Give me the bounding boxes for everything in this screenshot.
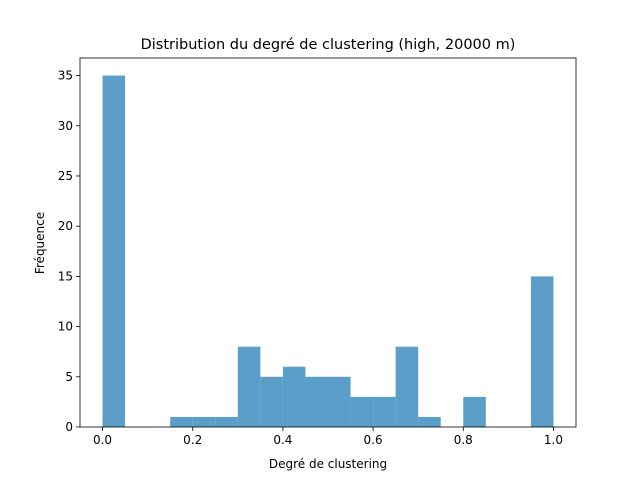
histogram-bar [530,276,554,427]
y-tick-label: 30 [58,119,73,133]
y-axis-label: Fréquence [33,212,47,274]
x-ticks-group: 0.0 0.2 0.4 0.6 0.8 1.0 [93,427,563,447]
x-tick-label: 0.8 [454,433,473,447]
x-tick-label: 0.4 [273,433,292,447]
x-tick-label: 0.2 [183,433,202,447]
histogram-bar [260,376,283,427]
bars-group [102,75,554,428]
y-tick-label: 15 [58,269,73,283]
histogram-bar [282,366,306,427]
x-tick-label: 0.0 [93,433,112,447]
histogram-bar [350,396,374,427]
y-tick-label: 20 [58,219,73,233]
histogram-bar [373,396,396,427]
histogram-bar [395,346,419,427]
y-tick-label: 25 [58,169,73,183]
x-tick-label: 1.0 [544,433,563,447]
y-ticks-group: 0 5 10 15 20 25 30 35 [58,69,80,434]
plot-background [80,58,576,427]
x-tick-label: 0.6 [364,433,383,447]
y-tick-label: 35 [58,69,73,83]
chart-title: Distribution du degré de clustering (hig… [141,37,516,53]
histogram-bar [305,376,328,427]
histogram-bar [463,396,486,427]
y-tick-label: 10 [58,320,73,334]
x-axis-label: Degré de clustering [269,457,387,471]
histogram-bar [192,416,216,427]
histogram-bar [170,416,193,427]
histogram-bar [418,416,441,427]
histogram-bar [215,416,238,427]
plot-frame [79,57,577,428]
histogram-bar [237,346,261,427]
histogram-bar [328,376,351,427]
y-tick-label: 5 [65,370,73,384]
y-tick-label: 0 [65,420,73,434]
histogram-bar [102,75,126,428]
